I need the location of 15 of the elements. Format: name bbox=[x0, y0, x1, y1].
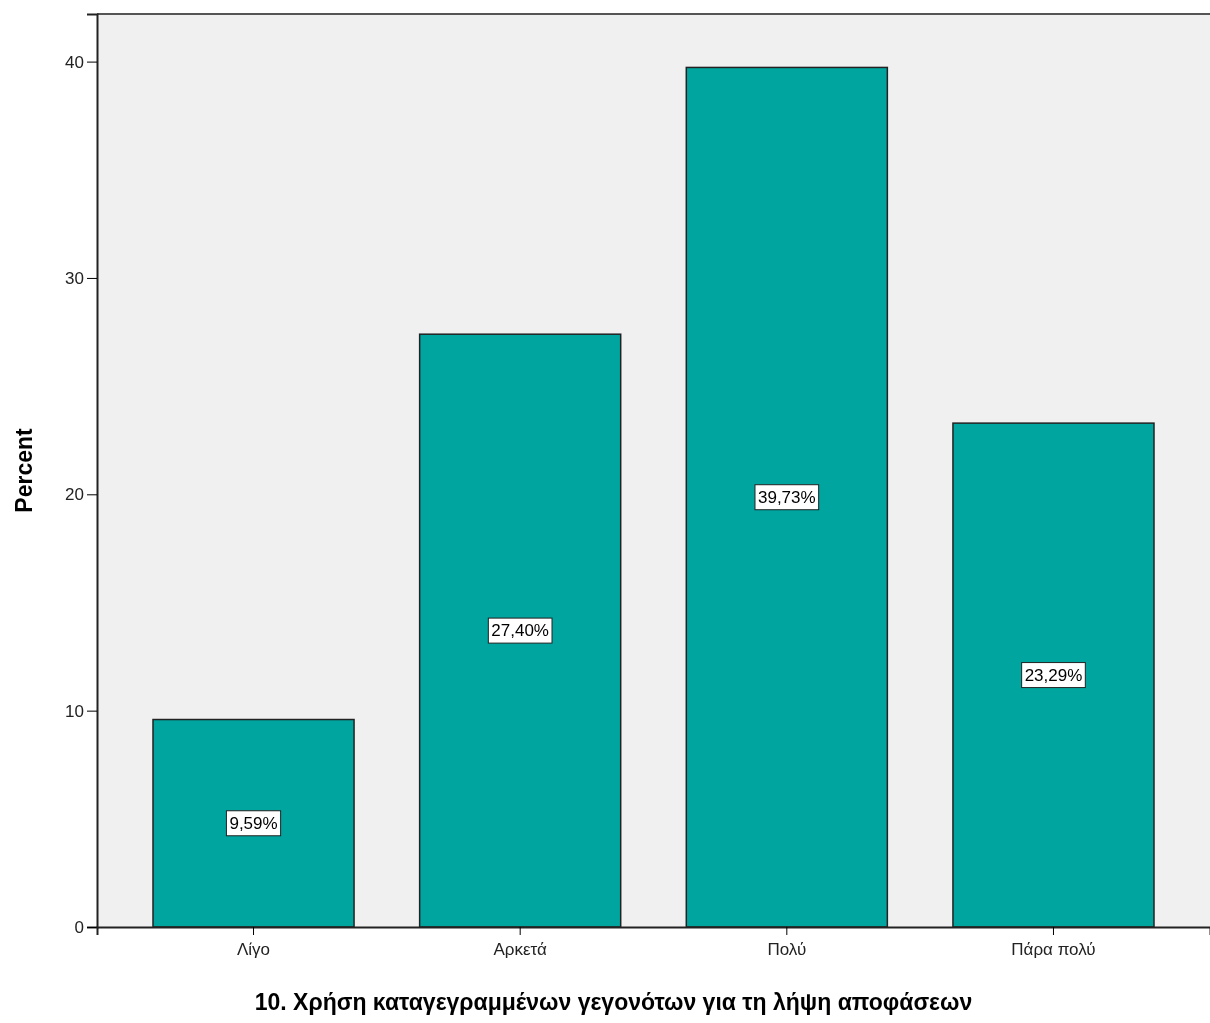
x-tick-label: Πολύ bbox=[767, 940, 807, 959]
x-tick-label: Πάρα πολύ bbox=[1011, 940, 1096, 959]
y-tick-label: 40 bbox=[65, 52, 84, 72]
y-tick-label: 10 bbox=[65, 701, 84, 721]
data-label: 9,59% bbox=[229, 813, 278, 833]
x-axis-title: 10. Χρήση καταγεγραμμένων γεγονότων για τη λήψη αποφάσεων bbox=[254, 989, 973, 1015]
data-label: 23,29% bbox=[1024, 665, 1083, 685]
y-tick-label: 0 bbox=[74, 917, 84, 937]
y-tick-label: 20 bbox=[65, 485, 84, 505]
x-tick-label: Αρκετά bbox=[493, 940, 548, 959]
y-tick-label: 30 bbox=[65, 268, 84, 288]
data-label: 27,40% bbox=[491, 621, 550, 641]
x-tick-label: Λίγο bbox=[236, 940, 271, 959]
data-label: 39,73% bbox=[757, 487, 816, 507]
y-axis-title: Percent bbox=[11, 427, 37, 513]
